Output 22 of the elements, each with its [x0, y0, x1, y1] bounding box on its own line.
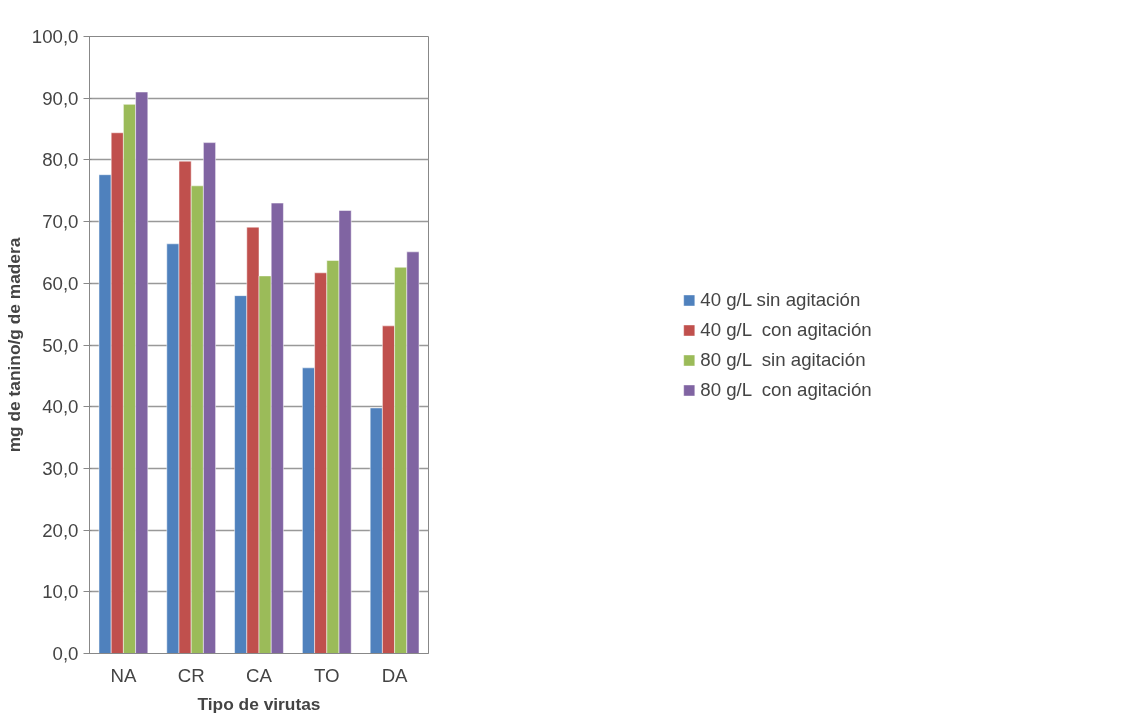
- x-tick-label: TO: [314, 664, 340, 686]
- x-tick-label: NA: [110, 664, 137, 686]
- legend-label: 80 g/L sin agitación: [700, 348, 866, 371]
- y-tick-label: 70,0: [42, 211, 79, 233]
- y-tick-label: 100,0: [31, 26, 79, 47]
- y-tick-label: 10,0: [42, 581, 79, 603]
- x-tick-label: CA: [246, 664, 273, 686]
- y-tick-label: 40,0: [42, 396, 79, 418]
- x-axis-title: Tipo de virutas: [197, 693, 321, 714]
- y-tick-label: 20,0: [42, 519, 79, 541]
- y-tick-label: 0,0: [52, 643, 79, 664]
- legend-label: 40 g/L sin agitación: [700, 288, 861, 311]
- y-axis-title: mg de tanino/g de madera: [3, 237, 24, 453]
- x-tick-label: DA: [381, 664, 409, 686]
- y-tick-label: 50,0: [42, 334, 79, 356]
- y-tick-label: 90,0: [42, 87, 79, 109]
- legend-label: 40 g/L con agitación: [700, 318, 872, 341]
- y-tick-label: 30,0: [42, 457, 79, 479]
- x-tick-label: CR: [177, 664, 205, 686]
- y-tick-label: 80,0: [42, 149, 79, 171]
- y-tick-label: 60,0: [42, 272, 79, 294]
- legend-label: 80 g/L con agitación: [700, 378, 872, 401]
